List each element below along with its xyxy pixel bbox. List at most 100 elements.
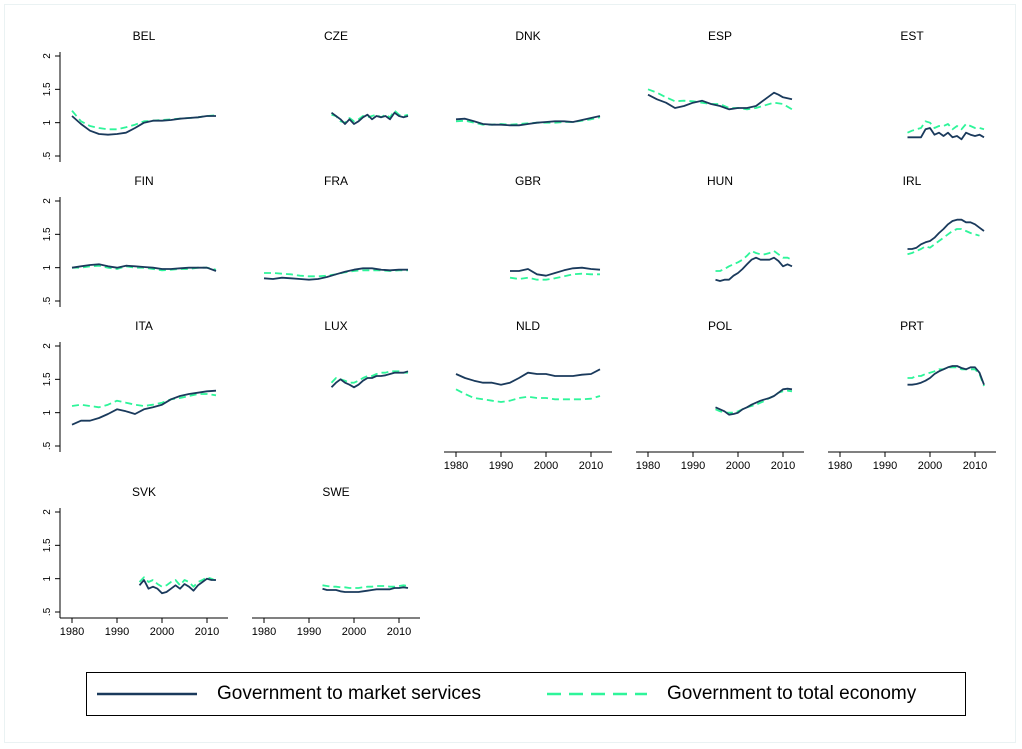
series-line-total	[264, 269, 408, 278]
series-line-total	[715, 250, 793, 272]
y-tick-label: 1	[42, 119, 53, 125]
panel-pol: POL 1980 1990 2000 2010	[636, 319, 804, 472]
x-tick-label: 1980	[636, 460, 660, 472]
y-tick-label: 1	[42, 264, 53, 270]
panel-title: BEL	[133, 29, 156, 43]
panel-fin: FIN .5 1 1.5 2	[42, 174, 217, 307]
y-tick-label: .5	[42, 441, 53, 450]
x-tick-label: 2010	[195, 626, 219, 638]
panel-title: SVK	[132, 485, 156, 499]
series-line-market	[455, 368, 601, 386]
legend-label-total: Government to total economy	[667, 683, 917, 704]
panel-title: ITA	[135, 319, 153, 333]
panel-title: PRT	[900, 319, 924, 333]
panel-title: IRL	[903, 174, 922, 188]
y-tick-label: 1.5	[42, 227, 53, 241]
panel-title: HUN	[707, 174, 733, 188]
x-tick-label: 2000	[726, 460, 750, 472]
series-line-market	[715, 387, 793, 416]
x-tick-label: 2000	[150, 626, 174, 638]
series-line-total	[71, 110, 217, 131]
series-line-total	[715, 389, 793, 414]
y-tick-label: 2	[42, 53, 53, 59]
x-tick-label: 1980	[828, 460, 852, 472]
panel-esp: ESP	[647, 29, 793, 111]
series-line-total	[509, 272, 600, 281]
panel-title: FRA	[324, 174, 348, 188]
panel-svk: SVK .5 1 1.5 2 1980 1990 2000 2010	[42, 485, 228, 638]
panel-title: DNK	[515, 29, 540, 43]
x-tick-label: 2010	[579, 460, 603, 472]
series-line-market	[907, 127, 985, 141]
series-line-total	[907, 120, 985, 134]
panel-title: GBR	[515, 174, 541, 188]
legend: Government to market services Government…	[86, 672, 966, 716]
series-line-market	[907, 218, 985, 250]
legend-item-total: Government to total economy	[547, 673, 916, 715]
x-tick-label: 1990	[681, 460, 705, 472]
series-line-market	[455, 115, 601, 127]
series-line-market	[322, 586, 409, 593]
panel-title: EST	[900, 29, 924, 43]
panel-irl: IRL	[903, 174, 985, 256]
y-tick-label: 2	[42, 343, 53, 349]
series-line-market	[330, 370, 409, 389]
y-tick-label: 1.5	[42, 82, 53, 96]
series-line-market	[138, 577, 216, 595]
panel-title: CZE	[324, 29, 348, 43]
y-tick-label: 1	[42, 409, 53, 415]
x-tick-label: 2010	[963, 460, 987, 472]
panel-est: EST	[900, 29, 985, 141]
series-line-total	[71, 393, 217, 409]
figure-frame	[4, 4, 1016, 743]
panel-title: FIN	[134, 174, 153, 188]
series-line-market	[715, 256, 793, 282]
series-line-total	[322, 584, 409, 589]
panel-title: LUX	[324, 319, 347, 333]
series-line-total	[907, 366, 985, 387]
series-line-market	[510, 266, 601, 277]
panel-title: ESP	[708, 29, 732, 43]
panel-title: POL	[708, 319, 732, 333]
panel-title: SWE	[322, 485, 349, 499]
y-tick-label: 2	[42, 198, 53, 204]
x-tick-label: 1990	[873, 460, 897, 472]
panel-nld: NLD 1980 1990 2000 2010	[444, 319, 612, 472]
series-line-total	[907, 228, 980, 256]
series-line-market	[647, 91, 793, 111]
x-tick-label: 2000	[534, 460, 558, 472]
legend-swatch-market	[97, 692, 197, 696]
legend-swatch-total	[547, 692, 647, 696]
x-tick-label: 2010	[771, 460, 795, 472]
series-line-total	[647, 88, 793, 111]
panel-lux: LUX	[324, 319, 409, 389]
x-tick-label: 1980	[60, 626, 84, 638]
y-tick-label: .5	[42, 151, 53, 160]
y-tick-label: .5	[42, 296, 53, 305]
panel-swe: SWE 1980 1990 2000 2010	[252, 485, 420, 638]
y-tick-label: .5	[42, 607, 53, 616]
y-tick-label: 1.5	[42, 372, 53, 386]
series-line-market	[71, 389, 217, 426]
legend-item-market: Government to market services	[97, 673, 481, 715]
series-line-market	[330, 111, 409, 125]
x-tick-label: 2000	[342, 626, 366, 638]
y-tick-label: 1	[42, 575, 53, 581]
panel-ita: ITA .5 1 1.5 2	[42, 319, 217, 452]
x-tick-label: 1980	[252, 626, 276, 638]
x-tick-label: 2010	[387, 626, 411, 638]
panel-prt: PRT 1980 1990 2000 2010	[828, 319, 996, 472]
legend-label-market: Government to market services	[217, 683, 481, 704]
x-tick-label: 2000	[918, 460, 942, 472]
panel-gbr: GBR	[509, 174, 601, 281]
series-line-total	[455, 388, 601, 403]
panel-title: NLD	[516, 319, 540, 333]
series-line-total	[330, 370, 408, 384]
x-tick-label: 1990	[105, 626, 129, 638]
series-line-total	[138, 576, 217, 588]
panel-bel: BEL .5 1 1.5 2	[42, 29, 217, 162]
panel-fra: FRA	[263, 174, 408, 281]
panel-cze: CZE	[324, 29, 409, 125]
series-line-market	[71, 263, 217, 272]
